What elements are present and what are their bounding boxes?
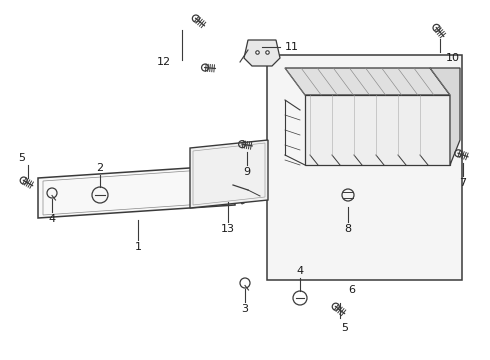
Text: 4: 4 xyxy=(49,214,55,224)
Text: 5: 5 xyxy=(342,323,348,333)
Text: 6: 6 xyxy=(348,285,356,295)
Text: 5: 5 xyxy=(19,153,25,163)
Text: 1: 1 xyxy=(134,242,142,252)
Polygon shape xyxy=(190,140,268,208)
Text: 12: 12 xyxy=(157,57,171,67)
Polygon shape xyxy=(305,95,450,165)
Polygon shape xyxy=(285,68,450,95)
Text: 10: 10 xyxy=(446,53,460,63)
Text: 13: 13 xyxy=(221,224,235,234)
Text: 8: 8 xyxy=(344,224,351,234)
Text: 11: 11 xyxy=(285,42,299,52)
Polygon shape xyxy=(430,68,460,165)
Text: 7: 7 xyxy=(460,178,466,188)
Polygon shape xyxy=(244,40,280,66)
Text: 9: 9 xyxy=(244,167,250,177)
Text: 4: 4 xyxy=(296,266,304,276)
Polygon shape xyxy=(38,165,235,218)
Bar xyxy=(267,55,462,280)
Text: 2: 2 xyxy=(97,163,103,173)
Text: 3: 3 xyxy=(242,304,248,314)
